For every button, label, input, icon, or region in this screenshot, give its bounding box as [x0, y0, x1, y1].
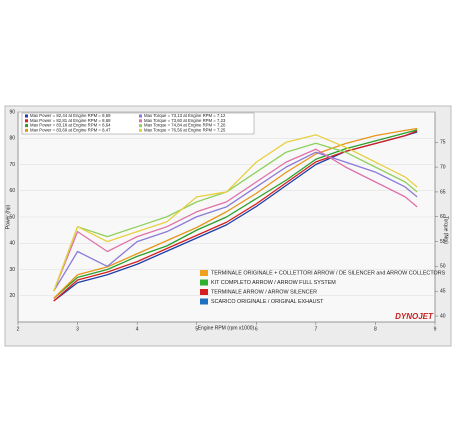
x-tick-label: 4: [136, 326, 139, 332]
y2-tick-label: 65: [440, 189, 446, 195]
legend-swatch: [139, 114, 142, 118]
x-tick-label: 8: [374, 326, 377, 332]
series-line: [53, 127, 418, 299]
series-line: [53, 142, 418, 292]
legend-label: Max Torque = 74,84 at Engine RPM = 7,20: [144, 123, 226, 128]
legend-label: Max Torque = 73,60 at Engine RPM = 7,23: [144, 118, 226, 123]
legend-swatch: [139, 124, 142, 128]
series-line: [53, 151, 418, 292]
y2-tick-label: 45: [440, 289, 446, 295]
y-tick-label: 60: [9, 188, 15, 194]
y2-tick-label: 40: [440, 313, 446, 319]
legend-swatch: [25, 119, 28, 123]
config-swatch: [200, 279, 208, 286]
legend-swatch: [139, 128, 142, 132]
x-tick-label: 7: [314, 326, 317, 332]
x-tick-label: 6: [255, 326, 258, 332]
y-tick-label: 80: [9, 136, 15, 142]
y2-tick-label: 60: [440, 214, 446, 220]
config-label: TERMINALE ARROW / ARROW SILENCER: [211, 289, 317, 295]
y-tick-label: 20: [9, 293, 15, 299]
legend-swatch: [25, 124, 28, 128]
config-swatch: [200, 289, 208, 295]
legend-label: Max Power = 82,44 at Engine RPM = 8,69: [30, 113, 111, 118]
config-label: SCARICO ORIGINALE / ORIGINAL EXHAUST: [211, 299, 324, 305]
legend-label: Max Torque = 73,13 at Engine RPM = 7,12: [144, 113, 226, 118]
x-tick-label: 9: [434, 326, 437, 332]
y2-tick-label: 70: [440, 164, 446, 170]
config-label: KIT COMPLETO ARROW / ARROW FULL SYSTEM: [211, 280, 336, 286]
legend-box: [21, 112, 255, 135]
x-axis-label: Engine RPM (rpm x1000): [198, 325, 255, 331]
series-line: [53, 129, 418, 299]
y2-axis-label: Torque (Nm): [443, 216, 449, 244]
y2-tick-label: 55: [440, 239, 446, 245]
x-tick-label: 3: [76, 326, 79, 332]
y-tick-label: 50: [9, 214, 15, 220]
legend-label: Max Power = 82,81 at Engine RPM = 8,68: [30, 118, 111, 123]
y-tick-label: 90: [9, 109, 15, 115]
legend-swatch: [25, 114, 28, 118]
y-tick-label: 40: [9, 241, 15, 247]
legend-label: Max Torque = 76,56 at Engine RPM = 7,25: [144, 128, 226, 133]
legend-label: Max Power = 83,69 at Engine RPM = 8,47: [30, 128, 111, 133]
config-swatch: [200, 270, 208, 276]
legend-label: Max Power = 83,18 at Engine RPM = 8,64: [30, 123, 111, 128]
y2-tick-label: 75: [440, 140, 446, 146]
legend-swatch: [25, 128, 28, 132]
y-tick-label: 70: [9, 162, 15, 168]
series-line: [53, 134, 418, 292]
x-tick-label: 5: [195, 326, 198, 332]
x-tick-label: 2: [17, 326, 20, 332]
series-line: [53, 148, 418, 292]
y-axis-label: Power (hp): [5, 204, 11, 229]
y-tick-label: 30: [9, 267, 15, 273]
config-swatch: [200, 298, 208, 305]
y2-tick-label: 50: [440, 264, 446, 270]
logo: DYNOJET: [395, 312, 434, 321]
config-label: TERMINALE ORIGINALE + COLLETTORI ARROW /…: [211, 270, 446, 276]
series-line: [53, 130, 418, 302]
legend-swatch: [139, 119, 142, 123]
